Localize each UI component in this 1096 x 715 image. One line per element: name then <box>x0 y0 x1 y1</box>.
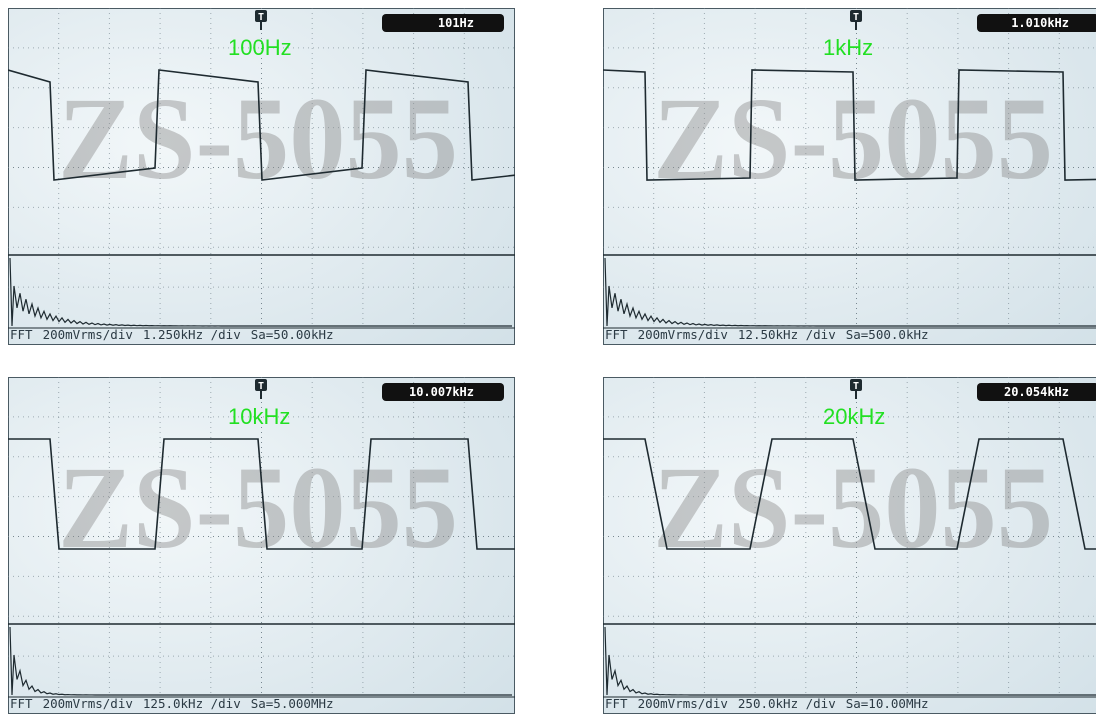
trigger-box <box>255 379 267 391</box>
trigger-label: T <box>258 381 264 392</box>
status-field: 200mVrms/div <box>43 696 133 711</box>
trigger-label: T <box>258 12 264 23</box>
frequency-readout: 20.054kHz <box>1004 385 1069 399</box>
status-field: 200mVrms/div <box>638 696 728 711</box>
status-field: FFT <box>10 696 33 711</box>
status-field: FFT <box>605 696 628 711</box>
status-field: 200mVrms/div <box>638 327 728 342</box>
screen-bg <box>603 8 1096 345</box>
trigger-box <box>850 379 862 391</box>
readout-box <box>977 383 1096 401</box>
frequency-label: 1kHz <box>823 35 873 60</box>
waveform <box>8 438 515 550</box>
readout-box <box>382 14 504 32</box>
fft-trace <box>9 257 512 327</box>
frequency-readout: 1.010kHz <box>1011 16 1069 30</box>
status-field: FFT <box>605 327 628 342</box>
frequency-readout: 10.007kHz <box>409 385 474 399</box>
screen-bg <box>603 377 1096 714</box>
trigger-label: T <box>853 12 859 23</box>
status-field: Sa=50.00kHz <box>251 327 334 342</box>
status-line: FFT 200mVrms/div 125.0kHz /div Sa=5.000MHz <box>10 696 334 711</box>
status-field: Sa=5.000MHz <box>251 696 334 711</box>
frequency-label: 10kHz <box>228 404 290 429</box>
scope-screen: ZS-5055 T 10.007kHz 10kHz FFT 200mVrms/div 125… <box>8 377 515 714</box>
trigger-box <box>850 10 862 22</box>
watermark: ZS-5055 <box>653 442 1053 573</box>
status-field: 200mVrms/div <box>43 327 133 342</box>
waveform <box>8 69 515 181</box>
fft-trace <box>9 626 512 696</box>
trigger-label: T <box>853 381 859 392</box>
status-field: 12.50kHz /div <box>738 327 836 342</box>
fft-trace <box>604 257 1096 327</box>
status-line: FFT 200mVrms/div 12.50kHz /div Sa=500.0kHz <box>605 327 929 342</box>
waveform <box>603 69 1096 181</box>
watermark: ZS-5055 <box>58 442 458 573</box>
scope-screen: ZS-5055 T 20.054kHz 20kHz FFT 200mVrms/div 250… <box>603 377 1096 714</box>
trigger-box <box>255 10 267 22</box>
status-line: FFT 200mVrms/div 250.0kHz /div Sa=10.00MHz <box>605 696 929 711</box>
status-field: FFT <box>10 327 33 342</box>
status-field: Sa=10.00MHz <box>846 696 929 711</box>
frequency-label: 100Hz <box>228 35 292 60</box>
frequency-label: 20kHz <box>823 404 885 429</box>
frequency-readout: 101Hz <box>438 16 474 30</box>
status-field: 1.250kHz /div <box>143 327 241 342</box>
status-line: FFT 200mVrms/div 1.250kHz /div Sa=50.00kHz <box>10 327 334 342</box>
status-field: Sa=500.0kHz <box>846 327 929 342</box>
waveform <box>603 438 1096 550</box>
fft-trace <box>604 626 1096 696</box>
status-field: 250.0kHz /div <box>738 696 836 711</box>
status-field: 125.0kHz /div <box>143 696 241 711</box>
readout-box <box>382 383 504 401</box>
readout-box <box>977 14 1096 32</box>
